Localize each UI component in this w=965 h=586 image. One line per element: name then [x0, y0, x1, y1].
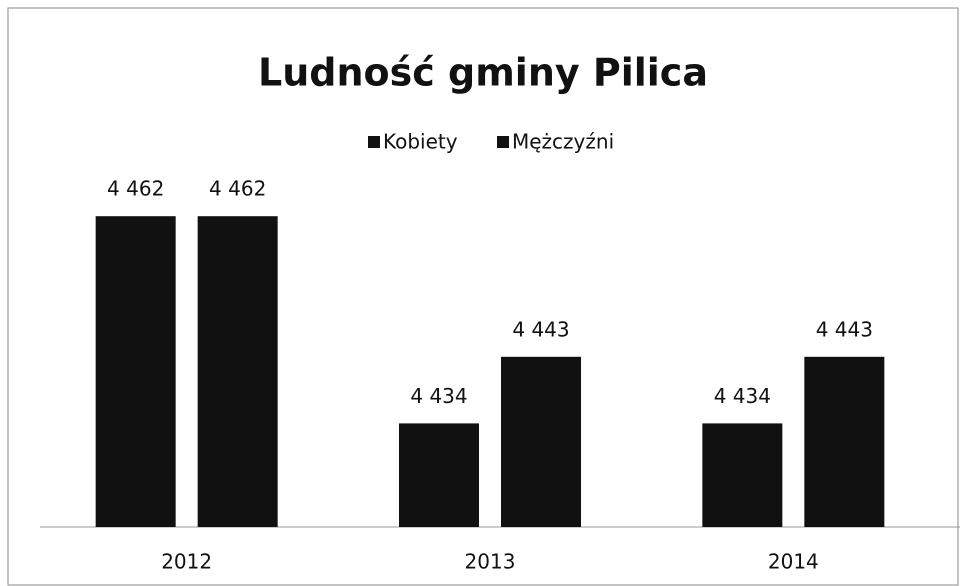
data-label: 4 462	[107, 177, 164, 201]
bar	[702, 423, 783, 527]
bar	[399, 423, 479, 527]
data-label: 4 434	[410, 384, 467, 408]
legend-swatch	[497, 136, 509, 148]
x-tick-label: 2012	[161, 550, 212, 574]
x-tick-label: 2013	[465, 550, 516, 574]
legend-label: Mężczyźni	[512, 130, 614, 154]
bar	[95, 216, 176, 527]
legend-label: Kobiety	[383, 130, 458, 154]
bar	[501, 356, 581, 527]
chart-title: Ludność gminy Pilica	[258, 51, 708, 95]
data-label: 4 434	[714, 384, 771, 408]
data-label: 4 462	[209, 177, 266, 201]
bar	[804, 356, 885, 527]
x-tick-label: 2014	[768, 550, 819, 574]
data-label: 4 443	[816, 317, 873, 341]
legend-swatch	[368, 136, 380, 148]
data-label: 4 443	[512, 317, 569, 341]
bar	[197, 216, 278, 527]
